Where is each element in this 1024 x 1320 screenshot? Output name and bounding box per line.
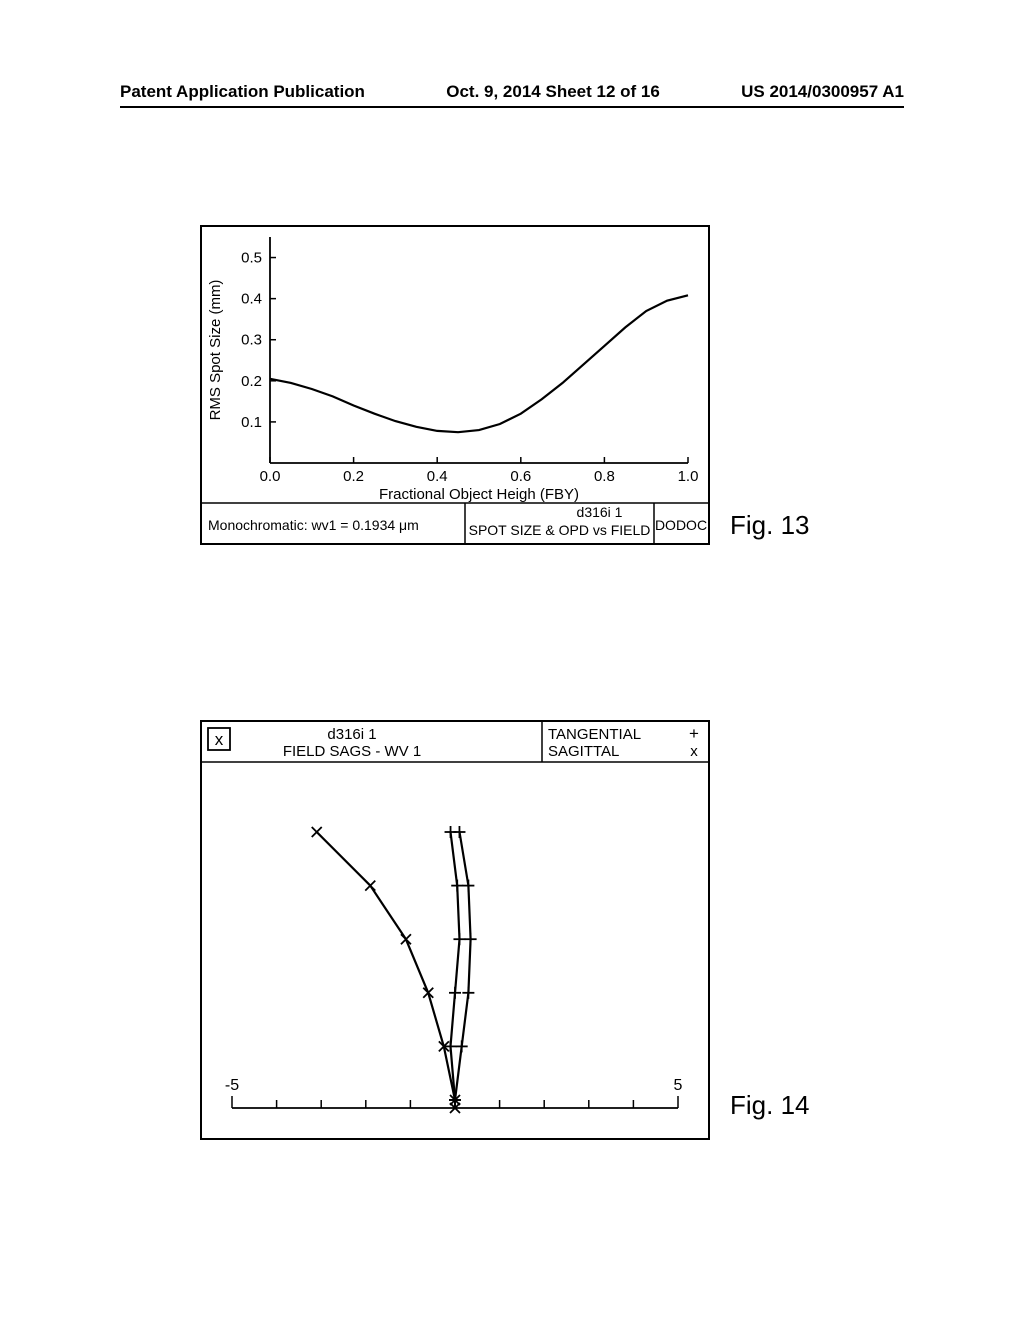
header-right: US 2014/0300957 A1 <box>741 82 904 102</box>
fig14-label: Fig. 14 <box>730 1090 810 1121</box>
svg-text:DODOC: DODOC <box>655 517 707 533</box>
svg-text:-5: -5 <box>225 1077 239 1094</box>
svg-text:d316i 1: d316i 1 <box>327 726 376 743</box>
svg-text:TANGENTIAL: TANGENTIAL <box>548 726 641 743</box>
svg-text:0.6: 0.6 <box>510 468 531 485</box>
svg-text:RMS Spot Size (mm): RMS Spot Size (mm) <box>207 280 224 421</box>
header-center: Oct. 9, 2014 Sheet 12 of 16 <box>446 82 660 102</box>
svg-text:1.0: 1.0 <box>678 468 699 485</box>
svg-text:0.8: 0.8 <box>594 468 615 485</box>
svg-text:x: x <box>215 730 224 749</box>
fig14-plot: x d316i 1FIELD SAGS - WV 1 TANGENTIAL + SAGI… <box>202 722 708 1138</box>
fig13-label: Fig. 13 <box>730 510 810 541</box>
svg-text:SPOT SIZE & OPD vs FIELD: SPOT SIZE & OPD vs FIELD <box>469 522 651 538</box>
svg-text:0.2: 0.2 <box>343 468 364 485</box>
fig13-plot: 0.0 0.2 0.4 0.6 0.8 1.0 0.1 0.2 0.3 0.4 0.5 Fractio… <box>202 227 708 543</box>
svg-text:0.4: 0.4 <box>241 291 262 308</box>
svg-text:d316i 1: d316i 1 <box>577 504 623 520</box>
fig14-container: x d316i 1FIELD SAGS - WV 1 TANGENTIAL + SAGI… <box>200 720 710 1140</box>
svg-text:SAGITTAL: SAGITTAL <box>548 743 619 760</box>
svg-text:x: x <box>690 743 698 760</box>
fig13-container: 0.0 0.2 0.4 0.6 0.8 1.0 0.1 0.2 0.3 0.4 0.5 Fractio… <box>200 225 710 545</box>
header-left: Patent Application Publication <box>120 82 365 102</box>
svg-text:0.0: 0.0 <box>260 468 281 485</box>
svg-text:FIELD SAGS - WV 1: FIELD SAGS - WV 1 <box>283 743 421 760</box>
svg-text:0.2: 0.2 <box>241 373 262 390</box>
svg-text:Monochromatic: wv1 = 0.1934 μm: Monochromatic: wv1 = 0.1934 μm <box>208 517 419 533</box>
svg-text:Fractional Object Heigh (FBY): Fractional Object Heigh (FBY) <box>379 486 579 503</box>
svg-text:0.3: 0.3 <box>241 332 262 349</box>
svg-text:0.5: 0.5 <box>241 250 262 267</box>
svg-text:0.1: 0.1 <box>241 414 262 431</box>
svg-text:5: 5 <box>674 1077 683 1094</box>
svg-text:+: + <box>689 724 699 743</box>
svg-text:0.4: 0.4 <box>427 468 448 485</box>
header-rule <box>120 106 904 108</box>
page-header: Patent Application Publication Oct. 9, 2… <box>0 82 1024 102</box>
